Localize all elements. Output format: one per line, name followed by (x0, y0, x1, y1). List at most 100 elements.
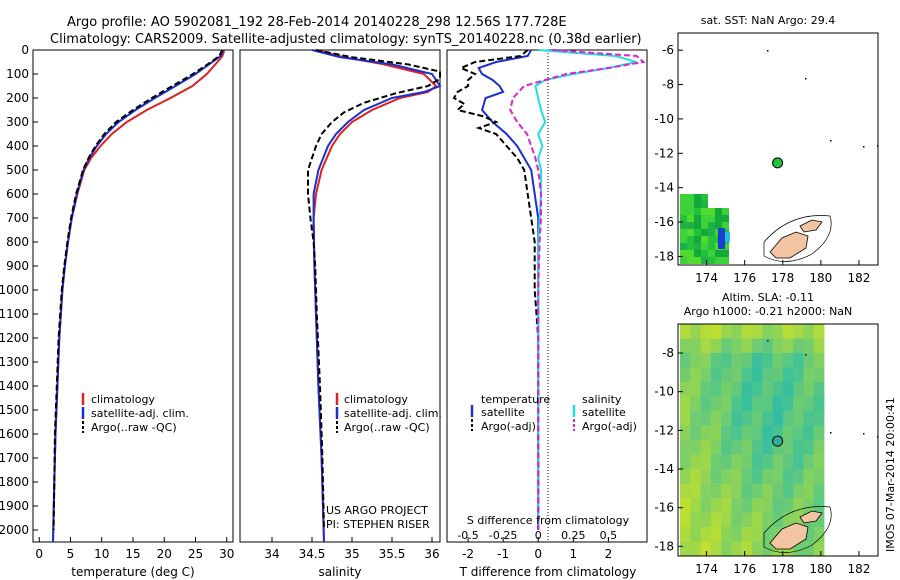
series-line-t-argo-adj- (452, 49, 540, 530)
sst-cell (708, 229, 715, 236)
x-tick-label: 15 (125, 547, 140, 561)
sla-cell (741, 440, 753, 455)
difference-legend: temperature salinity satellite Argo(-adj… (470, 393, 637, 433)
difference-x-label: T difference from climatology (459, 565, 637, 579)
sla-cell (741, 338, 753, 354)
sla-cell (721, 324, 732, 339)
small-island (805, 354, 807, 356)
sla-cell (752, 338, 763, 354)
sla-cell (710, 382, 722, 397)
sst-cell (725, 232, 730, 242)
map-y-tick-label: -18 (654, 249, 674, 263)
sla-cell (700, 411, 712, 426)
small-island (767, 340, 769, 342)
sla-cell (721, 483, 732, 499)
sst-map-title: sat. SST: NaN Argo: 29.4 (701, 14, 835, 27)
sla-cell (741, 498, 753, 513)
temperature-panel: 0100200300400500600700800900100011001200… (0, 43, 234, 579)
small-island (830, 140, 832, 142)
sla-cell (793, 367, 804, 383)
sla-cell (793, 440, 804, 455)
difference-panel: -2 -1 0 1 2 -0.5 -0.25 0 0.25 0.5 T difference fr… (446, 49, 648, 579)
difference-frame (446, 49, 648, 543)
small-island (863, 146, 865, 148)
sla-cell (762, 396, 773, 412)
sla-cell (803, 411, 815, 426)
sla-cell (700, 338, 712, 354)
sst-cell (680, 243, 687, 250)
sla-cell (772, 338, 784, 354)
sla-cell (741, 411, 753, 426)
x-tick-label: 2 (605, 547, 613, 561)
sst-cell (680, 222, 687, 229)
y-tick-label: 1600 (0, 427, 29, 441)
s-tick-label: 0 (535, 529, 542, 542)
sst-cell (680, 215, 687, 222)
legend-label-argo: Argo(..raw -QC) (344, 421, 430, 434)
series-line-climatology (312, 49, 438, 543)
sla-cell (690, 541, 701, 557)
pi-note: PI: STEPHEN RISER (326, 518, 430, 531)
sla-cell (782, 382, 794, 397)
sla-cell (700, 353, 712, 368)
sla-cell (762, 411, 773, 426)
sla-cell (710, 541, 722, 557)
sst-cell (687, 201, 694, 208)
x-tick-label: 0 (534, 547, 542, 561)
sst-cell (701, 229, 708, 236)
sla-cell (772, 440, 784, 455)
temperature-series (52, 49, 226, 543)
sla-cell (741, 353, 753, 368)
sla-cell (762, 498, 773, 513)
difference-series (452, 49, 646, 530)
sst-cell (708, 250, 715, 257)
sla-cell (700, 483, 712, 499)
y-tick-label: 200 (6, 91, 29, 105)
sla-cell (710, 440, 722, 455)
small-island (830, 432, 832, 434)
sla-cell (680, 367, 691, 383)
sla-cell (710, 396, 722, 412)
s-tick-label: 0.25 (561, 529, 586, 542)
temperature-x-axis: 0 5 10 15 20 25 30 (35, 537, 234, 561)
y-tick-label: 100 (6, 67, 29, 81)
map-x-tick-label: 180 (809, 562, 832, 576)
sla-argo-marker (772, 435, 784, 447)
sst-cell (701, 236, 708, 243)
sla-cell (813, 498, 825, 513)
sst-cell (680, 208, 687, 215)
sla-cell (772, 469, 784, 484)
sla-cell (772, 353, 784, 368)
sla-cell (772, 498, 784, 513)
sst-map-frame (677, 32, 879, 266)
sla-cell (793, 512, 804, 528)
sst-cell (694, 236, 701, 243)
sla-cell (782, 353, 794, 368)
sst-cell (687, 250, 694, 257)
legend-label-satellite: satellite-adj. clim. (91, 407, 189, 420)
sst-cell (687, 208, 694, 215)
sst-cell (687, 222, 694, 229)
sla-cell (680, 396, 691, 412)
sst-cell (694, 222, 701, 229)
salinity-x-axis: 34 34.5 35 35.5 36 (264, 537, 440, 561)
sla-cell (741, 367, 753, 383)
sla-cell (793, 382, 804, 397)
project-note: US ARGO PROJECT (326, 504, 428, 517)
small-island (863, 433, 865, 435)
map-y-tick-label: -12 (654, 423, 674, 437)
sst-map-land (763, 50, 879, 262)
sst-cell (701, 250, 708, 257)
y-tick-label: 900 (6, 259, 29, 273)
sst-cell (718, 228, 725, 249)
sla-cell (741, 396, 753, 412)
sla-cell (710, 353, 722, 368)
temperature-x-label: temperature (deg C) (71, 565, 194, 579)
sla-cell (803, 483, 815, 499)
sla-cell (782, 512, 794, 528)
sla-cell (803, 324, 815, 339)
sst-cell (694, 243, 701, 250)
sla-cell (803, 353, 815, 368)
sla-cell (710, 338, 722, 354)
sla-cell (741, 527, 753, 542)
